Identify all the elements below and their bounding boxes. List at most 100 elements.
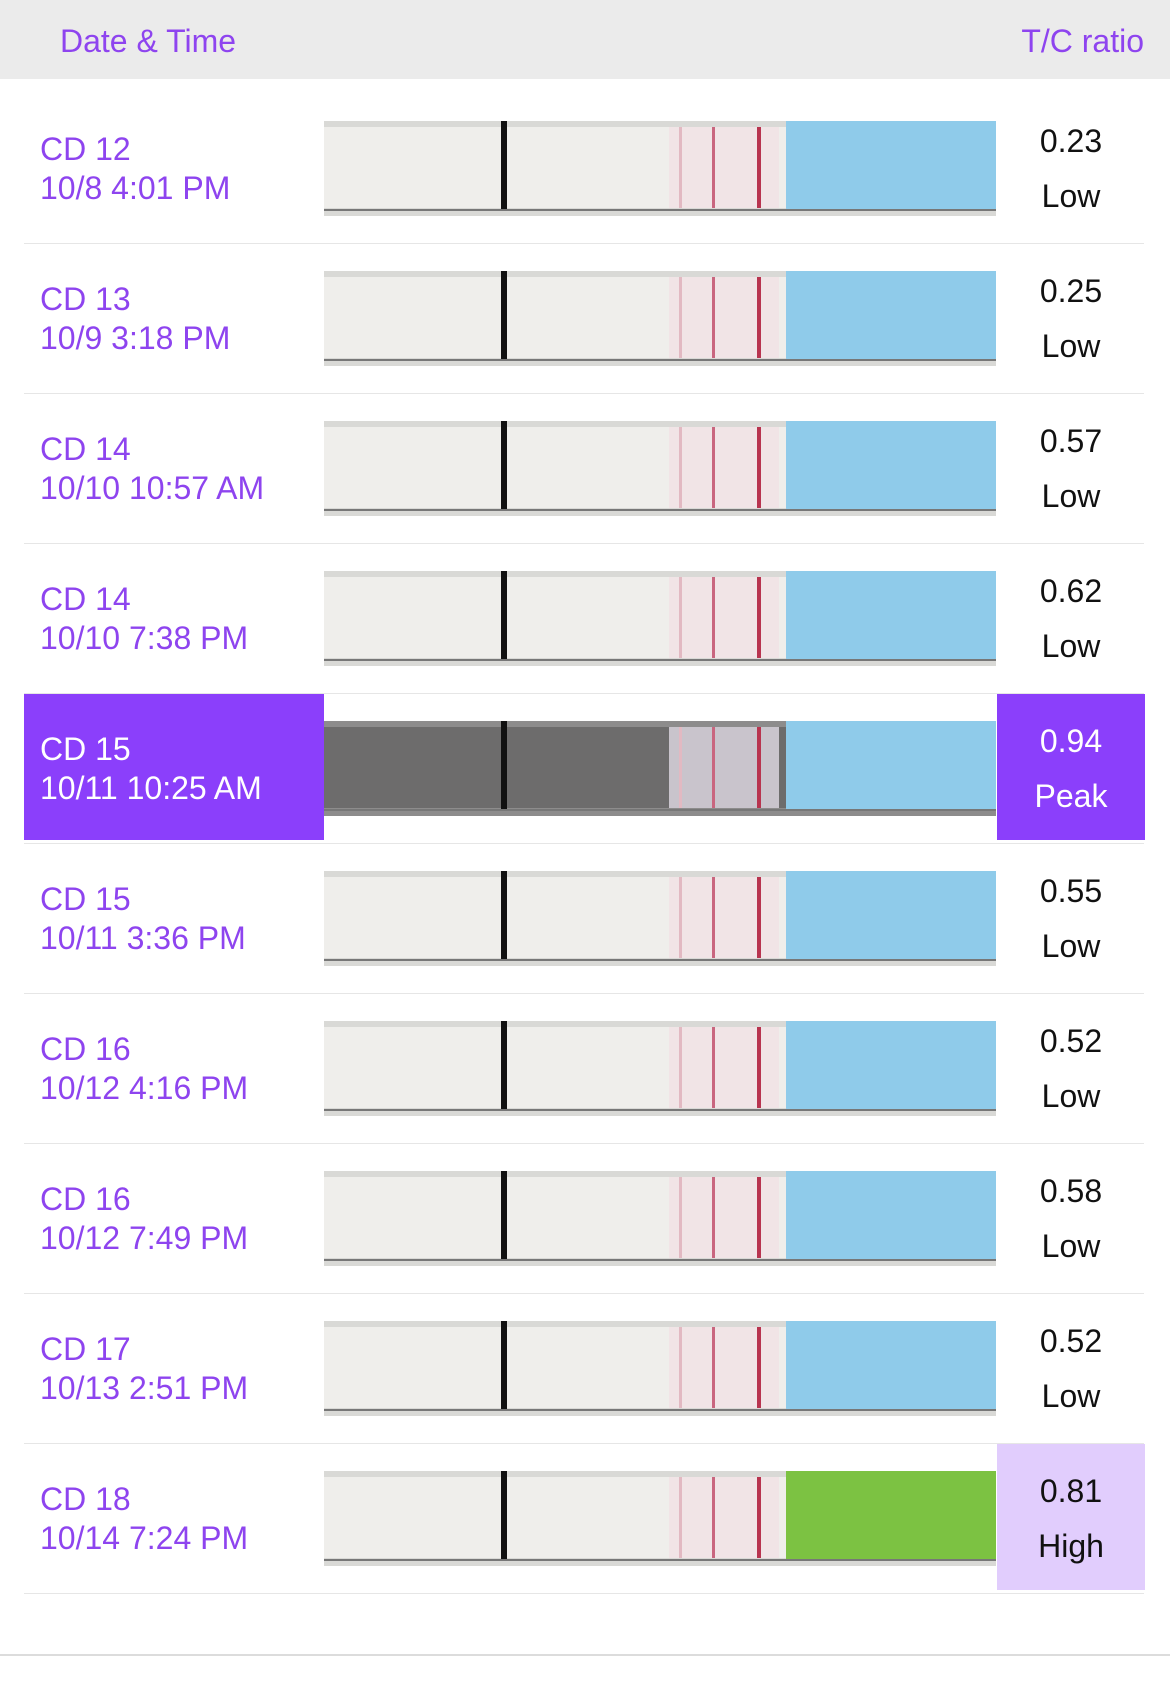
cycle-day: CD 16 (40, 1181, 131, 1217)
control-band (679, 727, 682, 808)
max-bar (501, 1021, 507, 1110)
test-row[interactable]: CD 15 10/11 10:25 AM 0.94 Peak (0, 694, 1170, 844)
test-line (712, 727, 715, 808)
cycle-day: CD 18 (40, 1481, 131, 1517)
test-line (712, 1327, 715, 1408)
table-header: Date & Time T/C ratio (0, 0, 1170, 79)
level: Low (1041, 1078, 1101, 1114)
strip-label (786, 1171, 996, 1260)
control-band (679, 877, 682, 958)
tc-ratio: 0.23 (1039, 123, 1103, 159)
strip-window (669, 277, 779, 358)
cycle-day: CD 14 (40, 431, 131, 467)
max-bar (501, 421, 507, 510)
test-strip (324, 121, 996, 216)
strip-window (669, 1177, 779, 1258)
strip-window (669, 877, 779, 958)
test-strip (324, 421, 996, 516)
max-bar (501, 271, 507, 360)
level: Low (1041, 328, 1101, 364)
control-line (757, 1327, 761, 1408)
test-strip (324, 1171, 996, 1266)
test-line (712, 577, 715, 658)
control-band (679, 277, 682, 358)
strip-window (669, 577, 779, 658)
test-row[interactable]: CD 16 10/12 4:16 PM 0.52 Low (0, 994, 1170, 1144)
control-line (757, 877, 761, 958)
control-line (757, 277, 761, 358)
max-bar (501, 1471, 507, 1560)
level: Low (1041, 178, 1101, 214)
control-band (679, 1477, 682, 1558)
tc-ratio: 0.52 (1039, 1023, 1103, 1059)
row-divider (24, 843, 1144, 844)
test-strip (324, 1321, 996, 1416)
control-band (679, 427, 682, 508)
cycle-day: CD 12 (40, 131, 131, 167)
test-line (712, 877, 715, 958)
date-time: 10/9 3:18 PM (40, 320, 231, 356)
header-ratio[interactable]: T/C ratio (1021, 23, 1144, 59)
strip-label (786, 721, 996, 810)
cycle-day: CD 13 (40, 281, 131, 317)
cycle-day: CD 16 (40, 1031, 131, 1067)
test-row[interactable]: CD 13 10/9 3:18 PM 0.25 Low (0, 244, 1170, 394)
max-bar (501, 1321, 507, 1410)
test-row[interactable]: CD 14 10/10 10:57 AM 0.57 Low (0, 394, 1170, 544)
test-row[interactable]: CD 17 10/13 2:51 PM 0.52 Low (0, 1294, 1170, 1444)
control-line (757, 1177, 761, 1258)
tc-ratio: 0.81 (1039, 1473, 1103, 1509)
strip-label (786, 871, 996, 960)
tc-ratio: 0.57 (1039, 423, 1103, 459)
level: Low (1041, 628, 1101, 664)
test-row[interactable]: CD 14 10/10 7:38 PM 0.62 Low (0, 544, 1170, 694)
control-line (757, 1027, 761, 1108)
control-line (757, 1477, 761, 1558)
max-bar (501, 1171, 507, 1260)
level: Low (1041, 1378, 1101, 1414)
control-band (679, 577, 682, 658)
strip-label (786, 421, 996, 510)
strip-window (669, 727, 779, 808)
level: Low (1041, 928, 1101, 964)
level: Low (1041, 1228, 1101, 1264)
test-row[interactable]: CD 18 10/14 7:24 PM 0.81 High (0, 1444, 1170, 1594)
cycle-day: CD 14 (40, 581, 131, 617)
control-line (757, 127, 761, 208)
test-strip (324, 1471, 996, 1566)
tc-ratio: 0.94 (1039, 723, 1103, 759)
tc-ratio: 0.55 (1039, 873, 1103, 909)
control-band (679, 1177, 682, 1258)
row-divider (24, 693, 1144, 694)
row-divider (24, 1143, 1144, 1144)
test-row[interactable]: CD 12 10/8 4:01 PM 0.23 Low (0, 94, 1170, 244)
header-date-time[interactable]: Date & Time (60, 23, 237, 59)
test-strip (324, 721, 996, 816)
date-time: 10/12 4:16 PM (40, 1070, 249, 1106)
test-strip (324, 571, 996, 666)
ratio-highlight (997, 1444, 1145, 1590)
tc-ratio: 0.25 (1039, 273, 1103, 309)
date-time: 10/13 2:51 PM (40, 1370, 249, 1406)
row-highlight (997, 694, 1145, 840)
test-strip (324, 1021, 996, 1116)
test-strip (324, 271, 996, 366)
strip-label (786, 121, 996, 210)
test-strip (324, 871, 996, 966)
row-divider (24, 543, 1144, 544)
control-line (757, 727, 761, 808)
date-time: 10/11 3:36 PM (40, 920, 246, 956)
test-row[interactable]: CD 16 10/12 7:49 PM 0.58 Low (0, 1144, 1170, 1294)
control-line (757, 577, 761, 658)
test-line (712, 1027, 715, 1108)
date-time: 10/10 7:38 PM (40, 620, 249, 656)
strip-window (669, 1027, 779, 1108)
control-line (757, 427, 761, 508)
strip-window (669, 1327, 779, 1408)
test-row[interactable]: CD 15 10/11 3:36 PM 0.55 Low (0, 844, 1170, 994)
test-line (712, 427, 715, 508)
strip-label (786, 271, 996, 360)
strip-window (669, 127, 779, 208)
row-divider (24, 1293, 1144, 1294)
row-divider (24, 1443, 1144, 1444)
